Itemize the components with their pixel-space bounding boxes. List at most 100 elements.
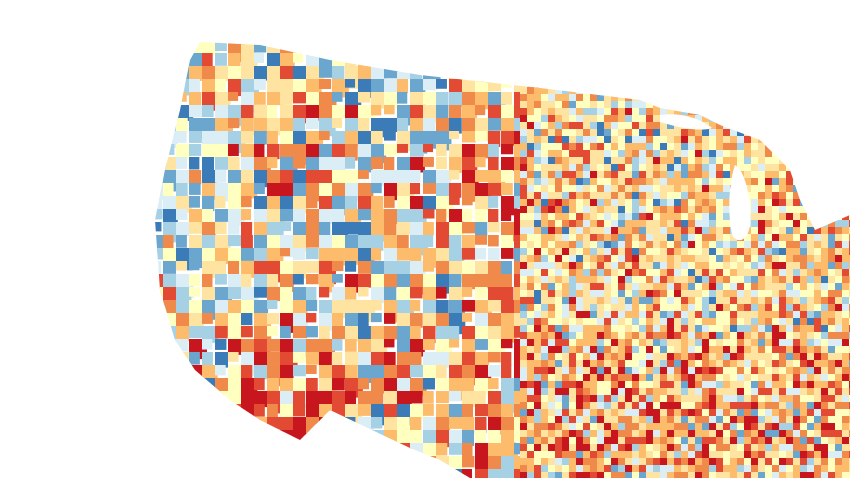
county: [723, 388, 731, 396]
county: [695, 311, 703, 319]
county: [488, 274, 503, 292]
county: [562, 465, 570, 473]
county: [611, 360, 619, 368]
county: [807, 318, 815, 326]
county: [604, 185, 612, 193]
county: [611, 213, 619, 221]
county: [695, 374, 703, 382]
county: [534, 206, 542, 214]
county: [597, 472, 605, 478]
county: [527, 150, 535, 158]
county: [737, 437, 745, 445]
county: [501, 144, 514, 155]
county: [527, 213, 535, 221]
county: [569, 388, 577, 396]
county: [744, 367, 752, 375]
county: [667, 367, 675, 375]
county: [800, 276, 808, 284]
county: [569, 395, 577, 403]
county: [695, 325, 703, 333]
county: [488, 144, 499, 158]
county: [548, 276, 556, 284]
county: [716, 437, 724, 445]
county: [527, 332, 535, 340]
county: [723, 423, 731, 431]
county: [583, 353, 591, 361]
county: [835, 297, 843, 305]
county: [527, 234, 535, 242]
county: [534, 276, 542, 284]
county: [716, 290, 724, 298]
county: [604, 290, 612, 298]
county: [828, 465, 836, 473]
county: [548, 402, 556, 410]
county: [779, 472, 787, 478]
county: [293, 378, 306, 393]
county: [800, 206, 808, 214]
county: [202, 261, 219, 278]
county: [786, 199, 794, 207]
county: [667, 213, 675, 221]
county: [520, 423, 528, 431]
county: [821, 283, 829, 291]
county: [702, 136, 710, 144]
county: [793, 332, 801, 340]
county: [541, 416, 549, 424]
county: [332, 365, 349, 380]
county: [590, 171, 598, 179]
county: [681, 465, 689, 473]
county: [423, 313, 437, 330]
county: [723, 458, 731, 466]
county: [758, 367, 766, 375]
county: [765, 367, 773, 375]
county: [215, 261, 226, 276]
county: [520, 374, 528, 382]
county: [548, 269, 556, 277]
county: [807, 276, 815, 284]
county: [730, 150, 738, 158]
county: [667, 437, 675, 445]
county: [786, 465, 794, 473]
county: [744, 458, 752, 466]
county: [688, 458, 696, 466]
county: [779, 402, 787, 410]
county: [569, 185, 577, 193]
county: [646, 164, 654, 172]
county: [618, 248, 626, 256]
county: [371, 92, 387, 109]
county: [548, 360, 556, 368]
county: [520, 164, 528, 172]
county: [541, 353, 549, 361]
county: [541, 339, 549, 347]
county: [583, 129, 591, 137]
county: [709, 360, 717, 368]
county: [176, 209, 188, 220]
county: [155, 222, 162, 232]
county: [267, 300, 278, 310]
county: [842, 353, 850, 361]
county: [681, 472, 689, 478]
county: [842, 227, 850, 235]
county: [597, 409, 605, 417]
county: [737, 346, 745, 354]
county: [639, 339, 647, 347]
county: [541, 465, 549, 473]
county: [562, 388, 570, 396]
county: [632, 129, 640, 137]
county: [189, 235, 203, 249]
county: [527, 402, 535, 410]
county: [423, 326, 436, 344]
county: [821, 395, 829, 403]
county: [828, 269, 836, 277]
county: [786, 430, 794, 438]
county: [541, 227, 549, 235]
county: [597, 437, 605, 445]
county: [723, 297, 731, 305]
county: [828, 374, 836, 382]
county: [723, 430, 731, 438]
county: [371, 365, 387, 382]
county: [555, 220, 563, 228]
county: [625, 262, 633, 270]
county: [800, 213, 808, 221]
county: [660, 353, 668, 361]
